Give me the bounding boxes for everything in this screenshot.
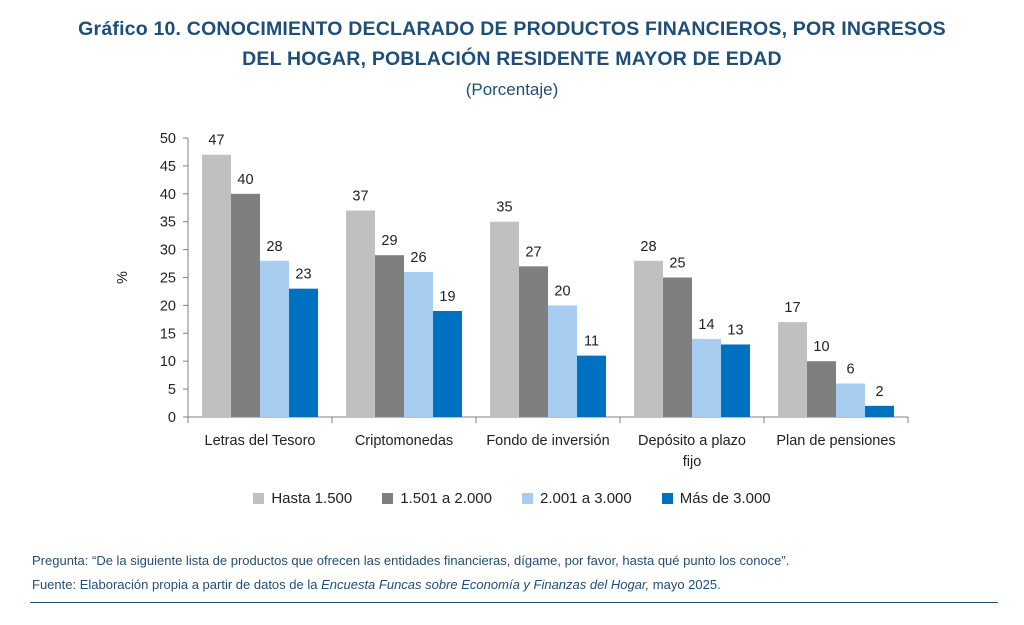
bar	[375, 255, 404, 417]
bottom-rule	[30, 602, 998, 603]
x-tick-label: Criptomonedas	[355, 433, 453, 449]
source-italic: Encuesta Funcas sobre Economía y Finanza…	[321, 577, 650, 592]
bar	[289, 288, 318, 417]
bar	[865, 405, 894, 417]
source-suffix: mayo 2025.	[649, 577, 721, 592]
y-tick-label: 25	[160, 271, 176, 287]
y-tick-label: 30	[160, 243, 176, 259]
legend-label: 1.501 a 2.000	[400, 490, 492, 507]
data-label: 27	[525, 244, 541, 260]
data-label: 26	[410, 250, 426, 266]
y-tick-label: 15	[160, 326, 176, 342]
data-label: 19	[439, 289, 455, 305]
y-tick-label: 5	[168, 382, 176, 398]
chart-notes: Pregunta: “De la siguiente lista de prod…	[32, 549, 789, 597]
data-label: 10	[813, 339, 829, 355]
legend-item: 1.501 a 2.000	[382, 490, 492, 507]
bar	[836, 383, 865, 417]
bar	[548, 305, 577, 417]
y-tick-label: 0	[168, 410, 176, 426]
bar	[692, 338, 721, 417]
question-note: Pregunta: “De la siguiente lista de prod…	[32, 553, 790, 568]
data-label: 14	[698, 317, 714, 333]
legend-label: Más de 3.000	[679, 490, 771, 507]
data-label: 17	[784, 300, 800, 316]
chart-subtitle: (Porcentaje)	[465, 80, 559, 99]
x-tick-label: Plan de pensiones	[776, 433, 895, 449]
bar	[634, 260, 663, 417]
data-label: 20	[554, 283, 570, 299]
x-tick-label: Fondo de inversión	[486, 433, 609, 449]
data-label: 28	[266, 239, 282, 255]
data-label: 2	[875, 384, 883, 400]
bar	[231, 193, 260, 417]
bar	[807, 361, 836, 417]
source-prefix: Fuente: Elaboración propia a partir de d…	[32, 577, 322, 592]
legend-label: Hasta 1.500	[271, 490, 353, 507]
legend-item: Más de 3.000	[661, 490, 771, 507]
y-axis-label: %	[115, 271, 131, 284]
bar	[404, 271, 433, 417]
data-label: 29	[381, 233, 397, 249]
legend-swatch	[253, 493, 265, 504]
data-label: 11	[584, 334, 599, 350]
chart-title-line-1: Gráfico 10. CONOCIMIENTO DECLARADO DE PR…	[78, 18, 946, 40]
legend-label: 2.001 a 3.000	[539, 490, 632, 507]
bar-chart: 0 5 10 15 20 25 30 35 40 45 50% 47 40 28 23 Letras del …	[115, 131, 909, 470]
legend-swatch	[521, 493, 533, 504]
bar	[577, 355, 606, 417]
bar	[519, 266, 548, 417]
legend-item: 2.001 a 3.000	[521, 490, 632, 507]
bar	[490, 221, 519, 417]
bar	[346, 210, 375, 417]
legend-swatch	[661, 493, 673, 504]
bar	[260, 260, 289, 417]
x-tick-label: fijo	[683, 454, 702, 470]
y-tick-label: 20	[160, 298, 176, 314]
legend-swatch	[382, 493, 394, 504]
data-label: 6	[846, 362, 854, 378]
y-tick-label: 45	[160, 159, 176, 175]
source-note: Fuente: Elaboración propia a partir de d…	[32, 573, 789, 597]
data-label: 13	[727, 322, 743, 338]
y-tick-label: 35	[160, 215, 176, 231]
y-tick-label: 10	[160, 354, 176, 370]
chart-title: Gráfico 10. CONOCIMIENTO DECLARADO DE PR…	[0, 14, 1024, 74]
x-tick-label: Depósito a plazo	[638, 433, 746, 449]
bar	[778, 322, 807, 417]
bar	[721, 344, 750, 417]
legend-item: Hasta 1.500	[253, 490, 352, 507]
data-label: 37	[352, 189, 368, 205]
chart-title-line-2: DEL HOGAR, POBLACIÓN RESIDENTE MAYOR DE …	[242, 48, 782, 70]
bar	[433, 310, 462, 417]
data-label: 35	[496, 200, 512, 216]
y-tick-label: 50	[160, 131, 176, 147]
bar	[663, 277, 692, 417]
data-label: 28	[640, 239, 656, 255]
data-label: 23	[295, 267, 311, 283]
x-tick-label: Letras del Tesoro	[205, 433, 316, 449]
data-label: 47	[208, 133, 224, 149]
chart-legend: Hasta 1.500 1.501 a 2.000 2.001 a 3.000 Más…	[0, 490, 1024, 507]
y-tick-label: 40	[160, 187, 176, 203]
bar	[202, 154, 231, 418]
data-label: 40	[237, 172, 253, 188]
data-label: 25	[669, 256, 685, 272]
